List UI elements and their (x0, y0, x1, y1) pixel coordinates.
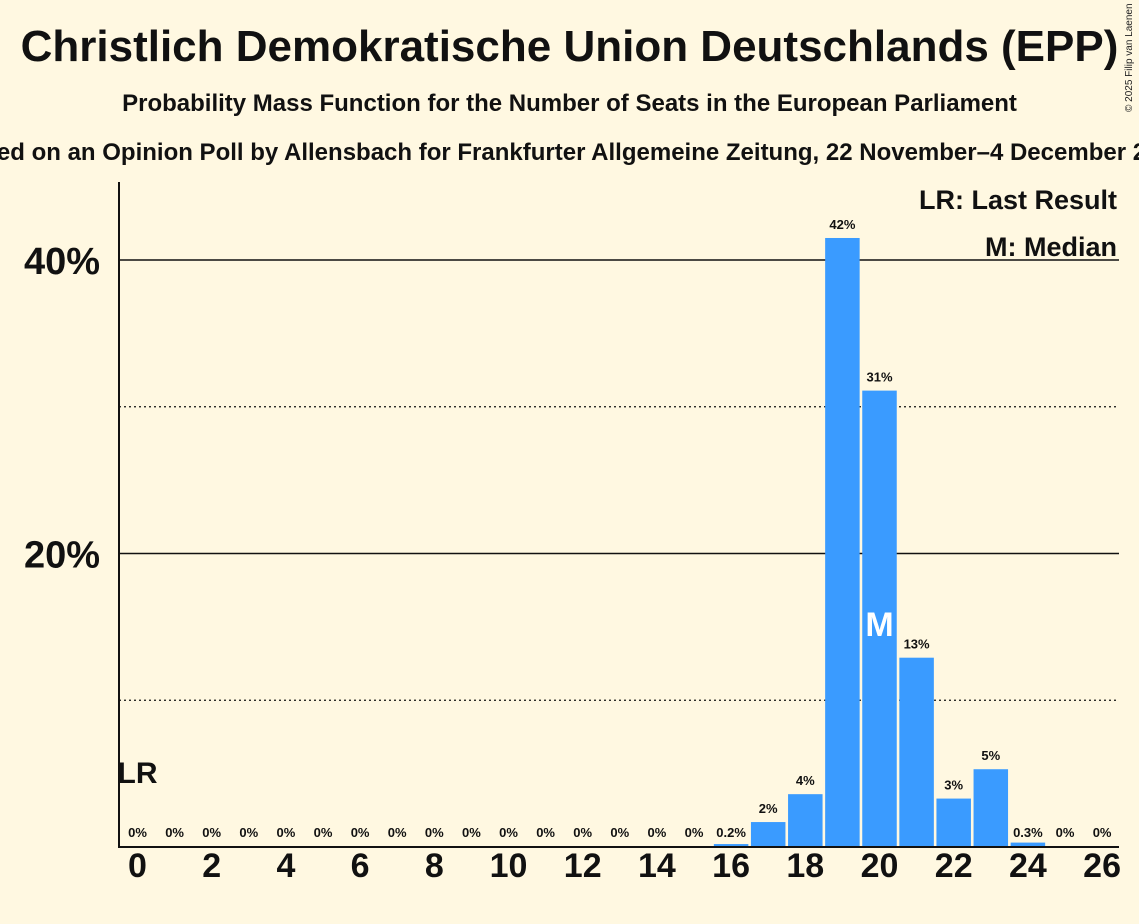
data-label-20: 31% (866, 370, 892, 385)
data-label-17: 2% (759, 801, 778, 816)
bar-18 (788, 794, 823, 847)
x-tick-label-26: 26 (1083, 847, 1121, 885)
data-label-2: 0% (202, 825, 221, 840)
data-label-22: 3% (944, 778, 963, 793)
x-tick-label-20: 20 (861, 847, 899, 885)
data-label-14: 0% (648, 825, 667, 840)
data-label-9: 0% (462, 825, 481, 840)
x-tick-label-14: 14 (638, 847, 676, 885)
x-tick-label-18: 18 (786, 847, 824, 885)
data-label-13: 0% (610, 825, 629, 840)
x-tick-label-0: 0 (128, 847, 147, 885)
x-tick-label-10: 10 (490, 847, 528, 885)
bar-17 (750, 822, 786, 847)
bar-24 (1010, 842, 1046, 847)
median-marker: M (865, 606, 893, 644)
y-tick-label-40: 40% (24, 241, 100, 283)
bar-16 (713, 844, 749, 847)
data-label-12: 0% (573, 825, 592, 840)
data-label-8: 0% (425, 825, 444, 840)
data-label-7: 0% (388, 825, 407, 840)
x-tick-label-6: 6 (351, 847, 370, 885)
legend-median: M: Median (985, 232, 1117, 262)
data-label-21: 13% (904, 637, 930, 652)
last-result-marker: LR (118, 757, 158, 790)
x-tick-label-24: 24 (1009, 847, 1047, 885)
bar-21 (899, 657, 934, 847)
bar-20 (862, 390, 897, 847)
y-tick-label-20: 20% (24, 535, 100, 577)
data-label-11: 0% (536, 825, 555, 840)
chart-source-subtitle: Based on an Opinion Poll by Allensbach f… (0, 139, 1139, 166)
chart-subtitle: Probability Mass Function for the Number… (122, 90, 1017, 117)
bar-23 (973, 769, 1009, 847)
data-label-4: 0% (277, 825, 296, 840)
data-label-16: 0.2% (716, 825, 746, 840)
data-label-18: 4% (796, 773, 815, 788)
x-tick-label-16: 16 (712, 847, 750, 885)
data-label-15: 0% (685, 825, 704, 840)
data-label-24: 0.3% (1013, 825, 1043, 840)
x-tick-label-4: 4 (276, 847, 295, 885)
bar-19 (825, 237, 860, 848)
bar-22 (936, 798, 971, 847)
data-label-19: 42% (829, 217, 855, 232)
data-label-6: 0% (351, 825, 370, 840)
data-label-3: 0% (239, 825, 258, 840)
data-label-26: 0% (1093, 825, 1112, 840)
x-tick-label-2: 2 (202, 847, 221, 885)
chart-title: Christlich Demokratische Union Deutschla… (20, 22, 1119, 71)
x-tick-label-8: 8 (425, 847, 444, 885)
x-tick-label-22: 22 (935, 847, 973, 885)
legend-last-result: LR: Last Result (919, 185, 1117, 215)
data-label-5: 0% (314, 825, 333, 840)
data-label-10: 0% (499, 825, 518, 840)
data-label-1: 0% (165, 825, 184, 840)
data-label-23: 5% (981, 748, 1000, 763)
data-label-25: 0% (1056, 825, 1075, 840)
data-label-0: 0% (128, 825, 147, 840)
x-tick-label-12: 12 (564, 847, 602, 885)
